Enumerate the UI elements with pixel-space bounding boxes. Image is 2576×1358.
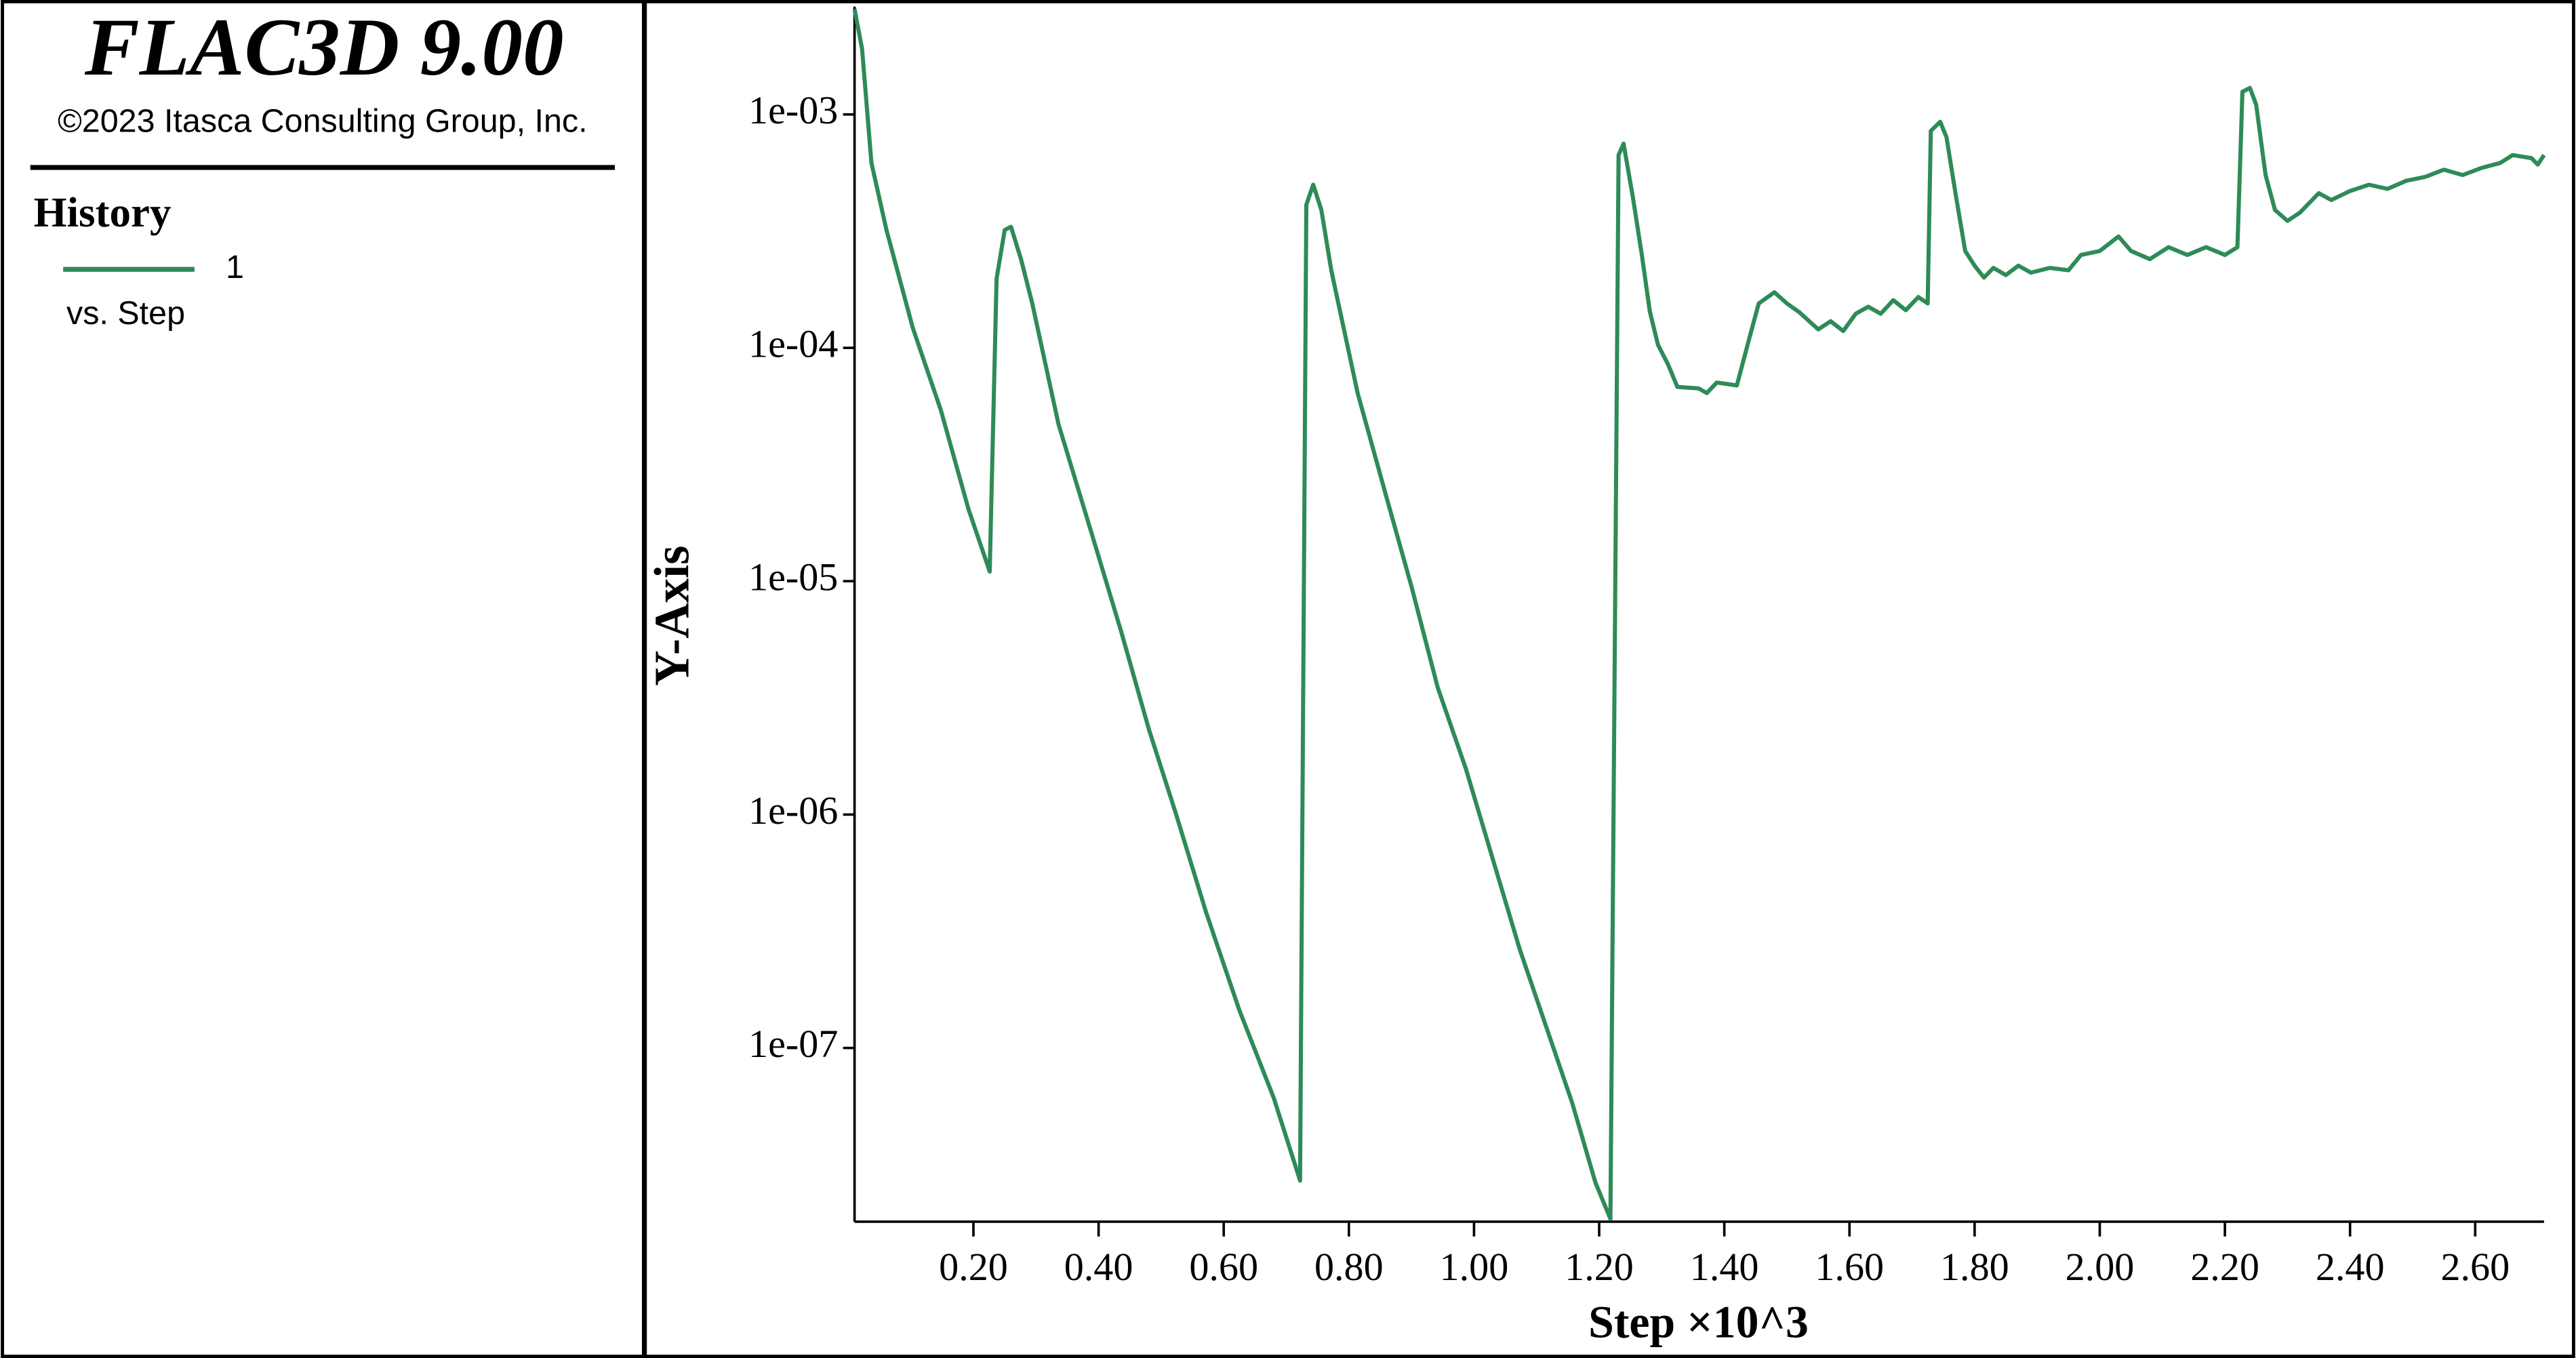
x-tick-label: 1.60 xyxy=(1815,1245,1884,1289)
data-line xyxy=(852,8,2546,1221)
x-tick-label: 0.80 xyxy=(1314,1245,1384,1289)
x-tick-label: 2.00 xyxy=(2066,1245,2135,1289)
y-tick-label: 1e-06 xyxy=(748,788,838,833)
y-axis-label: Y-Axis xyxy=(645,546,700,686)
legend-title: History xyxy=(34,188,172,236)
legend-label: 1 xyxy=(226,249,244,285)
x-tick-label: 0.40 xyxy=(1064,1245,1133,1289)
x-tick-label: 2.60 xyxy=(2440,1245,2510,1289)
x-tick-label: 1.20 xyxy=(1565,1245,1634,1289)
y-tick-label: 1e-04 xyxy=(748,321,838,365)
x-tick-label: 1.40 xyxy=(1690,1245,1759,1289)
x-tick-label: 1.80 xyxy=(1940,1245,2009,1289)
x-axis-label: Step ×10^3 xyxy=(1588,1297,1809,1348)
x-tick-label: 1.00 xyxy=(1440,1245,1509,1289)
x-tick-label: 2.20 xyxy=(2190,1245,2259,1289)
y-tick-label: 1e-05 xyxy=(748,555,838,599)
y-tick-label: 1e-03 xyxy=(748,88,838,132)
y-tick-label: 1e-07 xyxy=(748,1022,838,1066)
title: FLAC3D 9.00 xyxy=(84,2,563,93)
x-tick-label: 2.40 xyxy=(2316,1245,2385,1289)
legend-note: vs. Step xyxy=(66,295,185,332)
subtitle: ©2023 Itasca Consulting Group, Inc. xyxy=(58,102,588,139)
x-tick-label: 0.60 xyxy=(1189,1245,1258,1289)
x-tick-label: 0.20 xyxy=(939,1245,1008,1289)
